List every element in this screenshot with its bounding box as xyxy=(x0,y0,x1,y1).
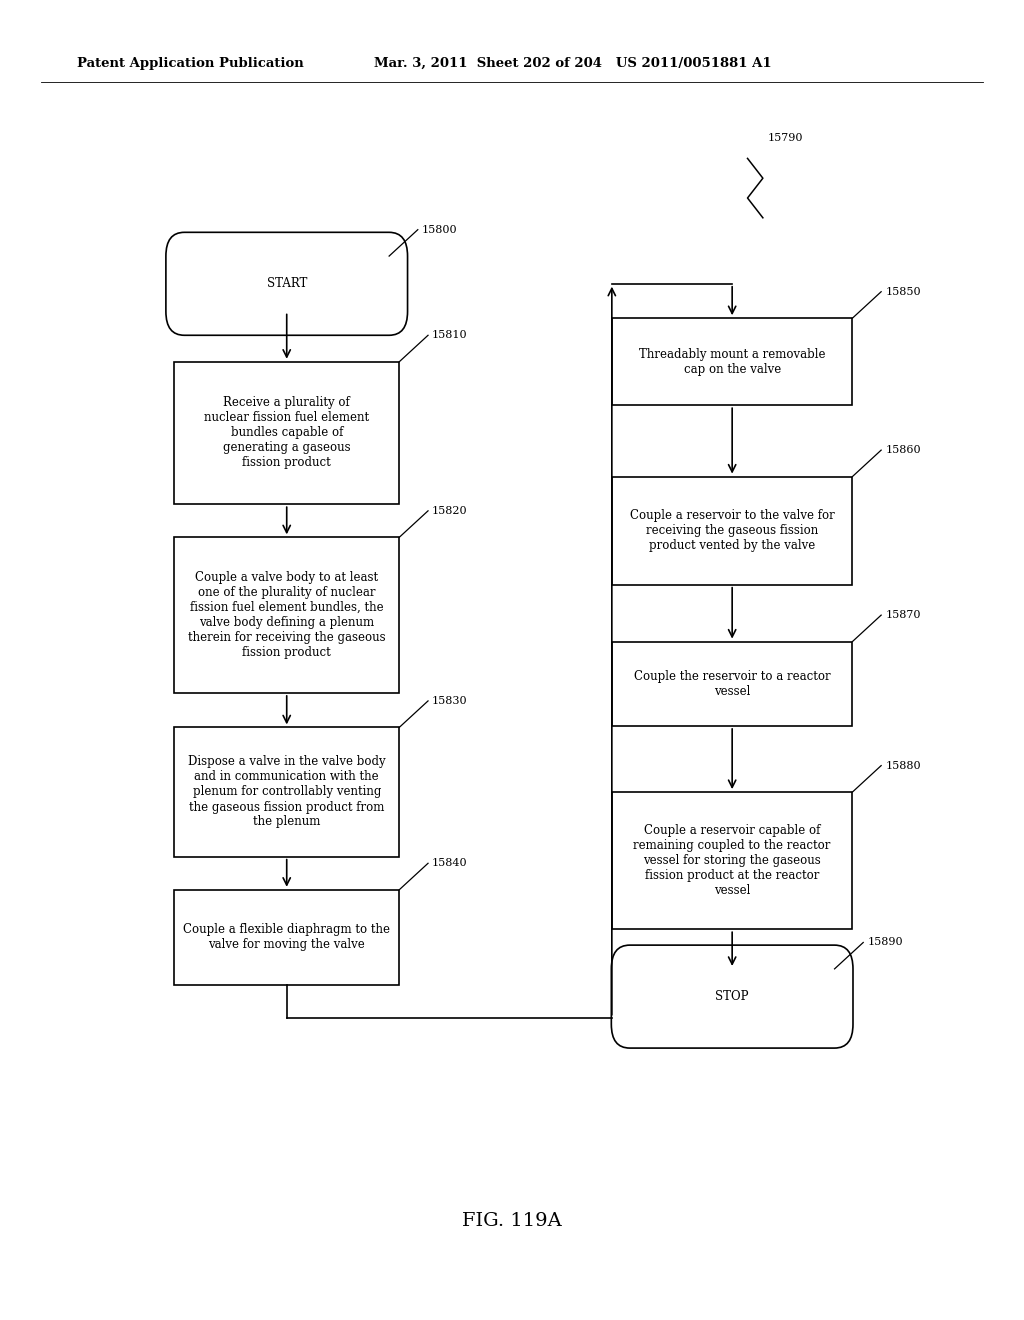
Bar xyxy=(611,642,852,726)
Text: 15860: 15860 xyxy=(885,445,921,455)
Text: Mar. 3, 2011  Sheet 202 of 204   US 2011/0051881 A1: Mar. 3, 2011 Sheet 202 of 204 US 2011/00… xyxy=(374,57,771,70)
Bar xyxy=(174,362,399,504)
Bar xyxy=(611,792,852,929)
FancyBboxPatch shape xyxy=(611,945,853,1048)
Text: 15840: 15840 xyxy=(432,858,468,869)
Text: Couple a flexible diaphragm to the
valve for moving the valve: Couple a flexible diaphragm to the valve… xyxy=(183,923,390,952)
Text: 15890: 15890 xyxy=(867,937,903,948)
Text: Couple the reservoir to a reactor
vessel: Couple the reservoir to a reactor vessel xyxy=(634,669,830,698)
Text: Threadably mount a removable
cap on the valve: Threadably mount a removable cap on the … xyxy=(639,347,825,376)
Text: Patent Application Publication: Patent Application Publication xyxy=(77,57,303,70)
Bar xyxy=(174,537,399,693)
Text: 15870: 15870 xyxy=(885,610,921,620)
Text: Couple a reservoir to the valve for
receiving the gaseous fission
product vented: Couple a reservoir to the valve for rece… xyxy=(630,510,835,552)
Text: START: START xyxy=(266,277,307,290)
Text: Couple a reservoir capable of
remaining coupled to the reactor
vessel for storin: Couple a reservoir capable of remaining … xyxy=(634,824,830,898)
Text: 15790: 15790 xyxy=(768,132,804,143)
Text: Couple a valve body to at least
one of the plurality of nuclear
fission fuel ele: Couple a valve body to at least one of t… xyxy=(188,572,385,659)
Bar xyxy=(174,890,399,985)
Bar xyxy=(611,318,852,405)
Bar xyxy=(611,477,852,585)
Text: 15880: 15880 xyxy=(885,760,921,771)
Text: 15800: 15800 xyxy=(422,224,458,235)
Text: Receive a plurality of
nuclear fission fuel element
bundles capable of
generatin: Receive a plurality of nuclear fission f… xyxy=(204,396,370,470)
FancyBboxPatch shape xyxy=(166,232,408,335)
Text: 15810: 15810 xyxy=(432,330,468,341)
Text: 15830: 15830 xyxy=(432,696,468,706)
Text: STOP: STOP xyxy=(716,990,749,1003)
Bar xyxy=(174,727,399,857)
Text: Dispose a valve in the valve body
and in communication with the
plenum for contr: Dispose a valve in the valve body and in… xyxy=(188,755,385,829)
Text: 15820: 15820 xyxy=(432,506,468,516)
Text: FIG. 119A: FIG. 119A xyxy=(462,1212,562,1230)
Text: 15850: 15850 xyxy=(885,286,921,297)
